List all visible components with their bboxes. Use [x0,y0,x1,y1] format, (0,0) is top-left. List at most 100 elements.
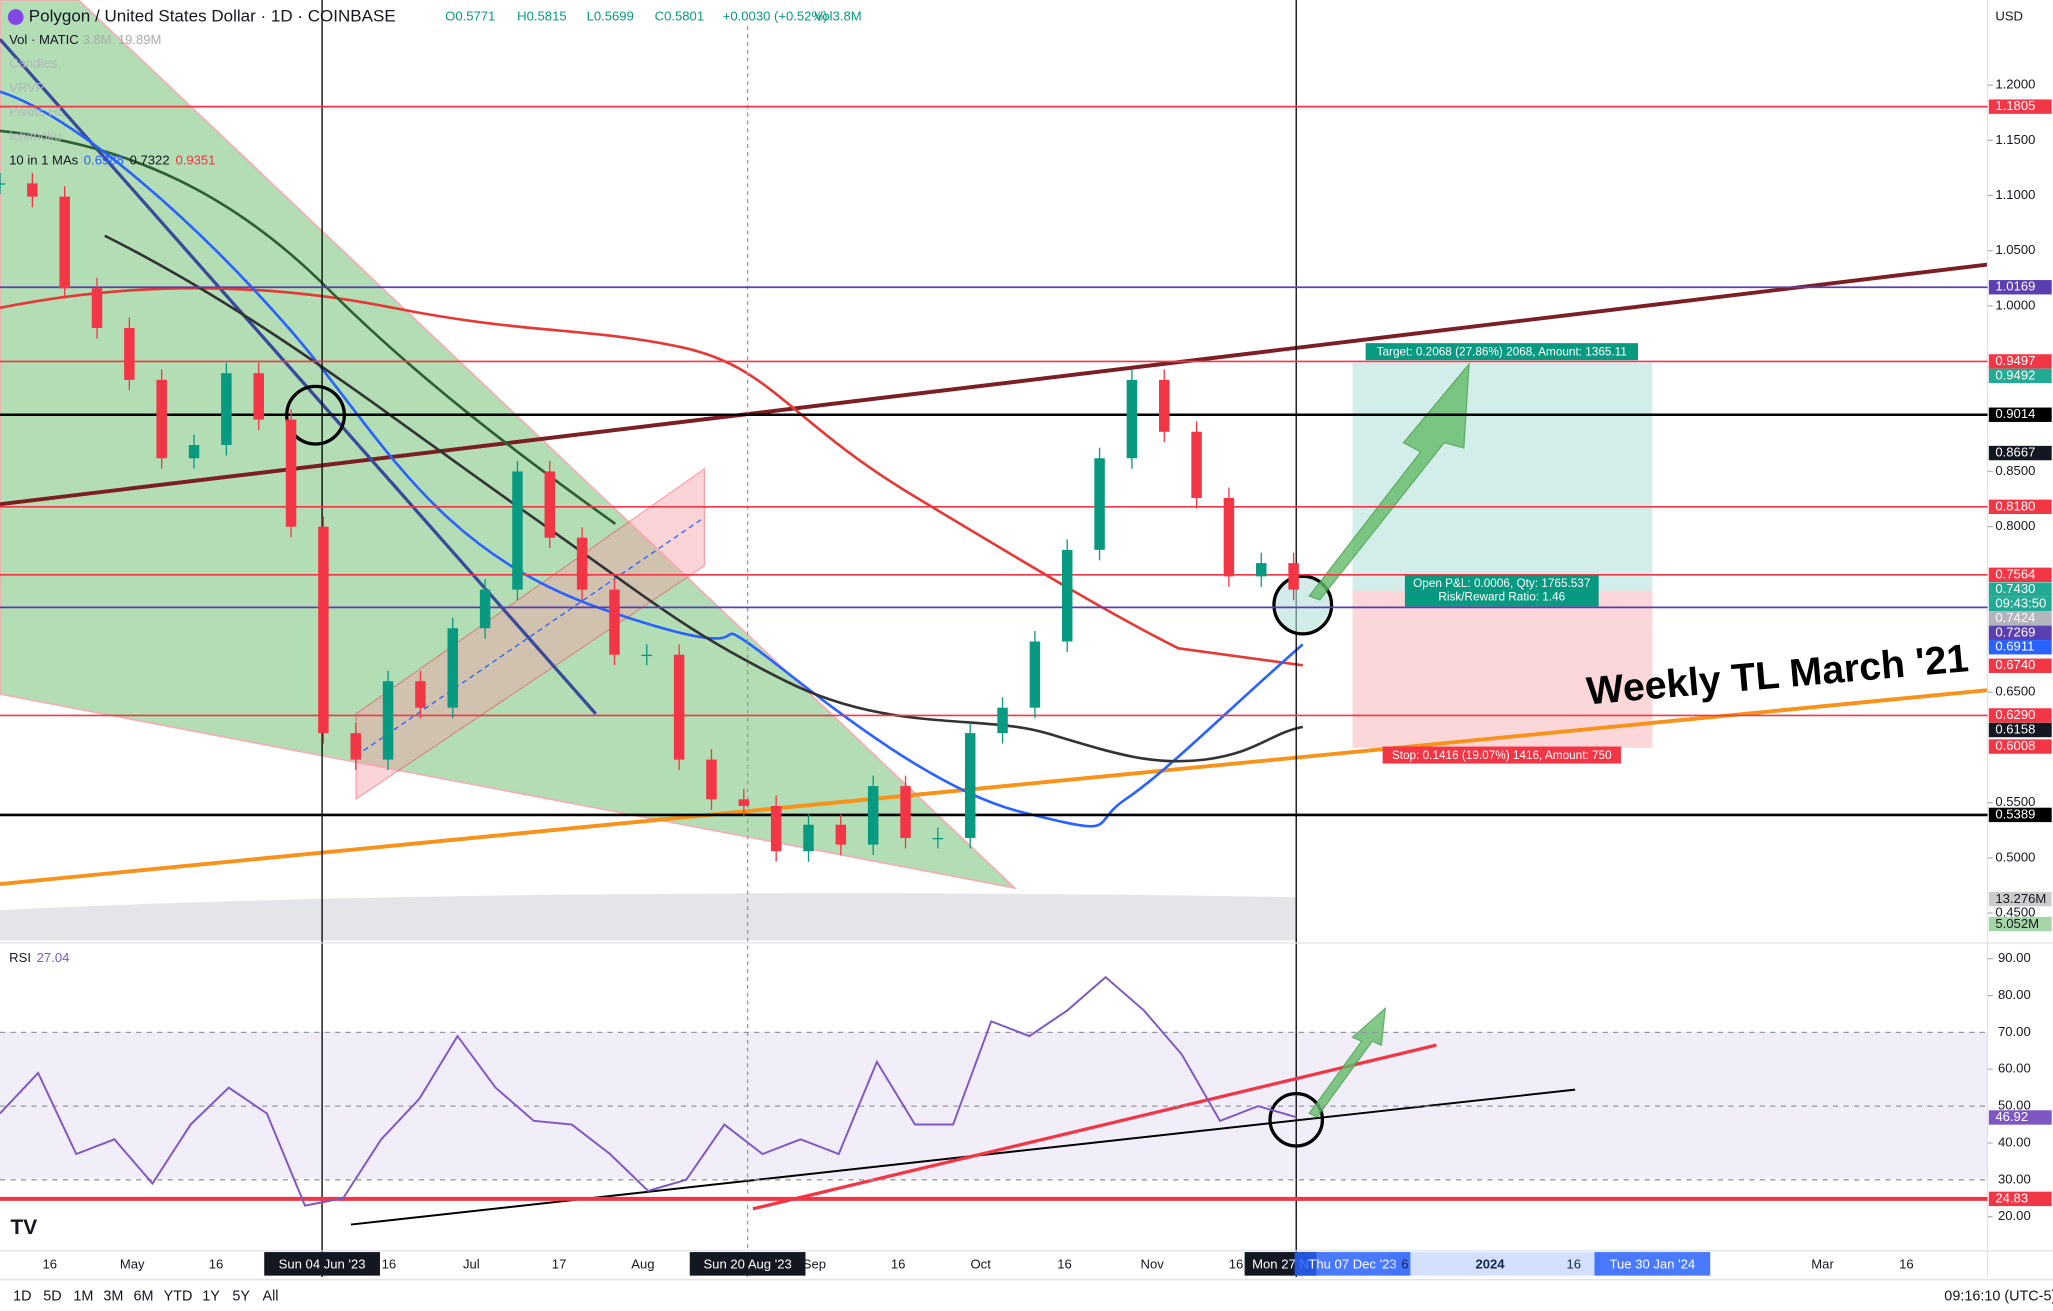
time-label: May [120,1257,145,1272]
rr-label: Risk/Reward Ratio: 1.46 [1438,590,1565,603]
range-button[interactable]: 3M [103,1288,123,1304]
candle [867,786,879,845]
time-label: 16 [382,1257,397,1272]
logo: TV [10,1216,37,1239]
time-label: Oct [970,1257,991,1272]
candle [900,786,911,838]
future-range [1390,1252,1600,1276]
price-badge [1988,708,2052,723]
range-button[interactable]: 1D [13,1288,31,1304]
weekly-trendline [0,688,1988,886]
time-label: 16 [42,1257,57,1272]
candle [318,526,329,734]
candle [1126,379,1138,459]
countdown-badge [1988,596,2052,612]
header-text: +0.0030 (+0.52%) [723,8,828,23]
header-text: Polygon / United States Dollar · 1D · CO… [29,7,396,26]
rsi-badge [1988,1110,2052,1125]
stop-label: Stop: 0.1416 (19.07%) 1416, Amount: 750 [1392,749,1612,762]
candle [59,196,70,289]
header-text: C0.5801 [655,8,704,23]
time-label: Jul [463,1257,480,1272]
indicator: Vol · MATIC [9,32,79,47]
candle [382,681,394,760]
rsi-tick-label: 80.00 [1998,987,2031,1002]
candle [479,589,491,629]
header-text: O0.5771 [445,8,495,23]
indicator: RSI [9,950,31,965]
rsi-band [0,1032,1988,1179]
time-label: Sep [803,1257,826,1272]
target-zone [1352,362,1653,591]
hidden-indicator: Ichimoku [9,128,61,143]
candle [576,537,588,590]
circle [1268,1091,1325,1148]
time-label: Sun 20 Aug '23 [703,1257,791,1272]
range-button[interactable]: 6M [134,1288,154,1304]
range-button[interactable]: YTD [164,1288,193,1304]
time-label: 16 [1899,1257,1914,1272]
channel [355,467,706,801]
price-badge [1988,611,2052,626]
ma-value: 0.6988 [84,153,124,168]
time-highlight [1294,1252,1411,1276]
hidden-indicator: VRVP [9,80,45,95]
price-tick-label: 1.1000 [1995,187,2035,202]
indicator: 3.8M [82,32,111,47]
hidden-indicator: Candles [9,56,57,71]
price-badge [1988,499,2052,515]
price-badge-label: 0.7430 [1995,581,2035,596]
time-label: Tue 30 Jan '24 [1610,1257,1696,1272]
ma-value: 0.7322 [130,153,170,168]
time-highlight [1594,1252,1711,1276]
price-badge-label: 1.0169 [1995,279,2035,294]
range-button[interactable]: 1M [73,1288,93,1304]
volume-ma [0,893,1297,941]
drawings: TV [0,0,2053,1281]
pnl-label: Open P&L: 0.0006, Qty: 1765.537 [1413,577,1590,590]
price-tick-label: 1.1500 [1995,132,2035,147]
price-badge-label: 0.7424 [1995,610,2035,625]
rsi-badge-label: 46.92 [1995,1109,2028,1124]
price-badge [1988,739,2052,754]
price-badge [1988,99,2052,114]
candle [124,327,135,380]
currency[interactable]: USD [1995,8,2023,23]
range-button[interactable]: 5Y [232,1288,250,1304]
candle [91,288,103,328]
price-tick-label: 1.0000 [1995,297,2035,312]
indicator: 27.04 [37,950,70,965]
candle [1029,641,1041,708]
rsi-tick-label: 60.00 [1998,1061,2031,1076]
candle [415,681,426,708]
time-label: 17 [552,1257,567,1272]
range-button[interactable]: All [263,1288,279,1304]
rsi-tick-label: 90.00 [1998,950,2031,965]
time-label: 16 [1057,1257,1072,1272]
range-button[interactable]: 5D [43,1288,61,1304]
price-badge [1988,582,2052,597]
rsi-badge [1988,1191,2052,1207]
resistance-trendline [0,262,1988,507]
target-label: Target: 0.2068 (27.86%) 2068, Amount: 13… [1377,345,1627,358]
volume-label: 5.052M [1995,916,2039,931]
candle [544,471,556,538]
price-badge [1988,567,2052,583]
ma-green [0,129,617,525]
price-tick-label: 0.5000 [1995,849,2035,864]
price-tick-label: 0.4500 [1995,904,2035,919]
range-button[interactable]: 1Y [202,1288,220,1304]
price-badge [1988,407,2052,422]
candle [932,837,944,840]
time-highlight [264,1252,380,1276]
header-text: H0.5815 [517,8,566,23]
time-label: 6 [1401,1257,1408,1272]
candle [1223,497,1235,577]
candle [253,373,264,420]
price-badge-label: 0.6740 [1995,657,2035,672]
time-label: Thu 07 Dec '23 [1308,1257,1396,1272]
rsi-tick-label: 40.00 [1998,1134,2031,1149]
arrow [1308,1006,1387,1119]
price-badge [1988,368,2052,384]
rsi-tick-label: 50.00 [1998,1098,2031,1113]
